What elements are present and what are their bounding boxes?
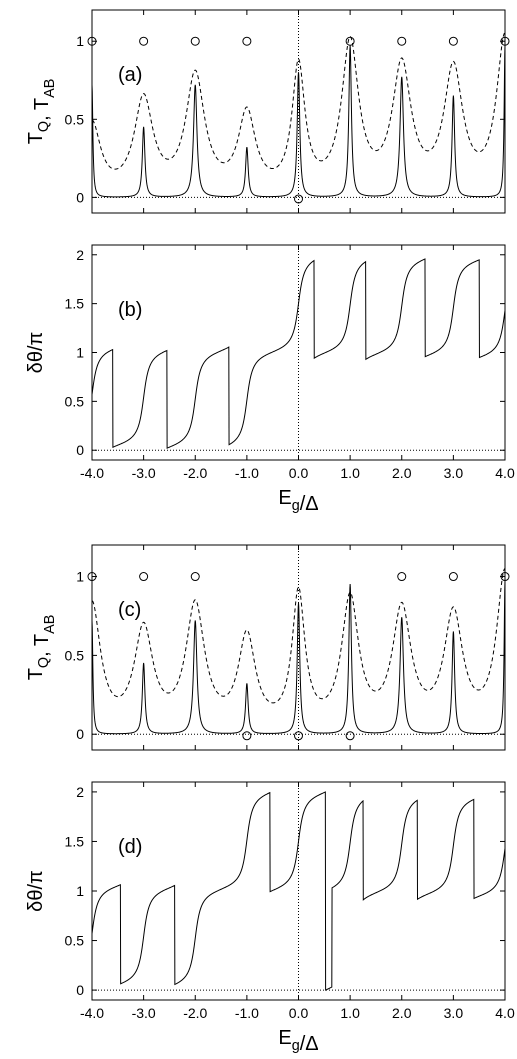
- panel-b: 0 0.5 1 1.5 2 -4.0 -3.0 -2.0 -1.0 0.0 1.0 2.0 3.0 4.0…: [25, 244, 515, 515]
- marker-circle: [345, 731, 355, 741]
- plot-frame: [91, 244, 506, 461]
- panel-label: (c): [118, 599, 141, 621]
- y-tick-label: 2: [76, 247, 84, 263]
- y-tick-label: 0: [76, 442, 84, 458]
- y-tick-label: 2: [76, 784, 84, 800]
- x-tick-label: -3.0: [132, 1005, 156, 1021]
- series-solid: [92, 581, 505, 735]
- marker-circle: [397, 572, 407, 582]
- x-tick-label: -2.0: [183, 1005, 207, 1021]
- panel-d: 0 0.5 1 1.5 2 -4.0 -3.0 -2.0 -1.0 0.0 1.0 2.0 3.0 4.0…: [25, 781, 515, 1055]
- marker-circle: [242, 36, 252, 46]
- series-dashed: [92, 568, 505, 704]
- x-tick-label: 3.0: [444, 465, 464, 481]
- x-tick-label: -4.0: [80, 465, 104, 481]
- x-tick-label: 0.0: [289, 1005, 309, 1021]
- x-tick-label: 4.0: [495, 1005, 515, 1021]
- y-tick-label: 1.5: [65, 833, 85, 849]
- x-tick-label: 0.0: [289, 465, 309, 481]
- marker-circle: [190, 572, 200, 582]
- x-tick-label: -1.0: [235, 1005, 259, 1021]
- marker-circle: [448, 36, 458, 46]
- x-tick-label: 4.0: [495, 465, 515, 481]
- y-tick-label: 1: [76, 883, 84, 899]
- y-axis-label: δθ/π: [25, 332, 47, 374]
- x-tick-label: -2.0: [183, 465, 207, 481]
- marker-circle: [397, 36, 407, 46]
- x-tick-label: 2.0: [392, 465, 412, 481]
- y-tick-label: 0.5: [65, 393, 85, 409]
- series-solid: [92, 258, 505, 449]
- y-axis-label: TQ, TAB: [25, 79, 58, 145]
- marker-circle: [345, 36, 355, 46]
- marker-circle: [242, 731, 252, 741]
- marker-circle: [139, 36, 149, 46]
- y-tick-label: 0: [76, 726, 84, 742]
- y-tick-label: 0: [76, 189, 84, 205]
- y-tick-label: 1: [76, 33, 84, 49]
- y-tick-label: 0.5: [65, 647, 85, 663]
- x-tick-label: 1.0: [340, 1005, 360, 1021]
- y-tick-label: 1.5: [65, 296, 85, 312]
- y-tick-label: 1: [76, 345, 84, 361]
- x-axis-label: Eg/Δ: [278, 1027, 318, 1055]
- marker-circle: [190, 36, 200, 46]
- marker-circle: [448, 572, 458, 582]
- x-tick-label: -4.0: [80, 1005, 104, 1021]
- panel-c: 0 0.5 1 (c) TQ, TAB: [25, 544, 510, 751]
- panel-label: (d): [118, 836, 142, 858]
- x-axis-label: Eg/Δ: [278, 487, 318, 515]
- x-tick-label: 1.0: [340, 465, 360, 481]
- y-tick-label: 0: [76, 982, 84, 998]
- x-tick-label: 3.0: [444, 1005, 464, 1021]
- marker-circle: [294, 194, 303, 204]
- y-tick-label: 1: [76, 569, 84, 585]
- series-dashed: [92, 32, 505, 170]
- panel-a: 0 0.5 1 (a) TQ, TAB: [25, 9, 510, 214]
- panel-label: (a): [118, 64, 142, 86]
- y-axis-label: TQ, TAB: [25, 615, 58, 681]
- y-tick-label: 0.5: [65, 933, 85, 949]
- y-axis-label: δθ/π: [25, 870, 47, 912]
- marker-circle: [139, 572, 149, 582]
- x-tick-label: -3.0: [132, 465, 156, 481]
- series-solid: [92, 45, 505, 198]
- x-tick-label: 2.0: [392, 1005, 412, 1021]
- panels: 0 0.5 1 (a) TQ, TAB 0 0.5 1 1.5 2 -4.0 -3.0 -2.0 -1.0…: [25, 9, 515, 1055]
- y-tick-label: 0.5: [65, 111, 85, 127]
- marker-circle: [294, 731, 303, 741]
- series-solid: [92, 791, 505, 991]
- panel-label: (b): [118, 299, 142, 321]
- x-tick-label: -1.0: [235, 465, 259, 481]
